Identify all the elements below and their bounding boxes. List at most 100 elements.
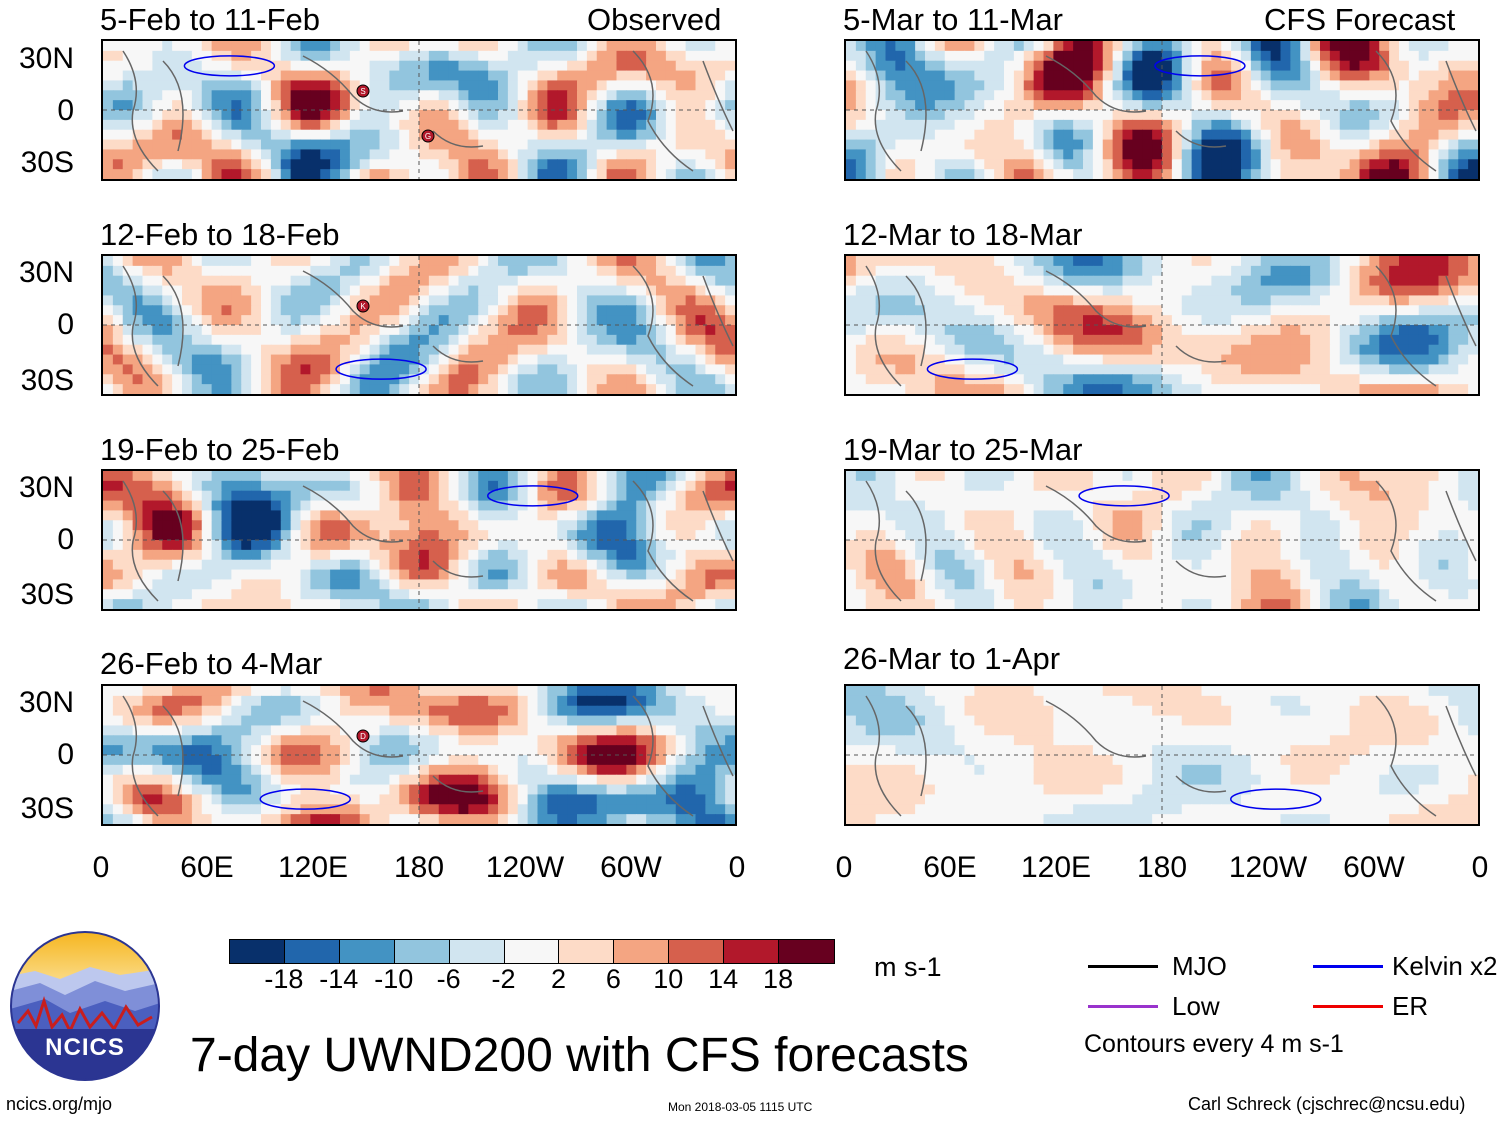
kelvin-contour (335, 358, 427, 380)
heatmap-cell (994, 500, 1005, 512)
heatmap-cell (1359, 256, 1370, 267)
heatmap-cell (1112, 50, 1124, 62)
heatmap-cell (994, 305, 1005, 316)
heatmap-cell (1004, 50, 1015, 62)
heatmap-cell (1112, 285, 1124, 297)
heatmap-cell (428, 344, 440, 356)
heatmap-cell (616, 334, 627, 346)
heatmap-cell (152, 70, 163, 82)
heatmap-cell (1428, 80, 1440, 91)
heatmap-cell (369, 295, 381, 306)
heatmap-cell (1399, 305, 1410, 316)
heatmap-cell (925, 295, 936, 306)
heatmap-cell (399, 559, 410, 571)
heatmap-cell (1171, 139, 1183, 151)
heatmap-cell (280, 139, 292, 151)
heatmap-cell (221, 490, 232, 502)
heatmap-cell (1171, 530, 1183, 541)
kelvin-contour (487, 485, 579, 507)
heatmap-cell (1300, 295, 1311, 306)
heatmap-cell (646, 149, 657, 160)
heatmap-cell (280, 305, 292, 316)
heatmap-cell (1290, 520, 1301, 531)
heatmap-cell (675, 364, 687, 375)
heatmap-cell (1033, 374, 1045, 385)
heatmap-cell (1092, 364, 1104, 375)
heatmap-cell (478, 530, 489, 541)
heatmap-cell (251, 344, 262, 356)
heatmap-cell (1201, 480, 1212, 492)
heatmap-cell (1270, 325, 1282, 336)
heatmap-cell (162, 520, 173, 531)
heatmap-cell (162, 364, 173, 375)
heatmap-cell (925, 119, 936, 131)
heatmap-cell (895, 344, 906, 356)
heatmap-cell (517, 364, 529, 375)
heatmap-cell (310, 315, 321, 326)
heatmap-cell (596, 256, 608, 267)
heatmap-cell (567, 471, 578, 482)
heatmap-cell (1122, 119, 1133, 131)
heatmap-cell (1063, 70, 1074, 82)
heatmap-cell (1033, 315, 1045, 326)
heatmap-cell (646, 159, 657, 170)
heatmap-cell (221, 559, 232, 571)
heatmap-cell (122, 265, 134, 277)
heatmap-cell (300, 364, 311, 375)
heatmap-cell (1013, 344, 1025, 356)
heatmap-cell (1428, 520, 1440, 531)
heatmap-cell (1399, 70, 1410, 82)
heatmap-cell (103, 50, 114, 62)
heatmap-cell (1122, 70, 1133, 82)
heatmap-cell (646, 275, 657, 287)
heatmap-cell (875, 305, 887, 316)
heatmap-cell (695, 305, 706, 316)
heatmap-cell (369, 159, 381, 170)
heatmap-cell (1458, 384, 1469, 394)
heatmap-cell (517, 589, 529, 600)
heatmap-cell (379, 41, 390, 52)
heatmap-cell (280, 354, 292, 366)
heatmap-cell (1339, 275, 1351, 287)
heatmap-cell (468, 480, 479, 492)
heatmap-cell (241, 265, 252, 277)
heatmap-cell (280, 256, 292, 267)
heatmap-cell (1201, 100, 1212, 111)
heatmap-cell (1073, 344, 1084, 356)
heatmap-cell (1083, 325, 1094, 336)
heatmap-cell (557, 344, 568, 356)
heatmap-cell (1053, 80, 1064, 91)
heatmap-cell (636, 510, 647, 521)
heatmap-cell (1092, 384, 1104, 394)
heatmap-cell (478, 480, 489, 492)
heatmap-cell (567, 559, 578, 571)
heatmap-cell (1349, 315, 1361, 326)
heatmap-cell (300, 60, 311, 72)
heatmap-cell (1260, 305, 1272, 316)
heatmap-cell (280, 159, 292, 170)
heatmap-cell (330, 159, 341, 170)
heatmap-cell (984, 80, 995, 91)
heatmap-cell (675, 295, 687, 306)
heatmap-cell (507, 41, 519, 52)
heatmap-cell (201, 549, 213, 561)
heatmap-cell (1300, 384, 1311, 394)
heatmap-cell (1171, 110, 1183, 121)
heatmap-cell (261, 354, 272, 366)
heatmap-cell (359, 364, 371, 375)
heatmap-cell (1073, 374, 1084, 385)
heatmap-cell (1339, 471, 1351, 482)
heatmap-cell (1211, 305, 1222, 316)
heatmap-cell (1053, 50, 1064, 62)
heatmap-cell (498, 60, 509, 72)
heatmap-cell (379, 265, 390, 277)
heatmap-cell (895, 285, 906, 297)
heatmap-cell (1013, 80, 1025, 91)
heatmap-cell (715, 139, 726, 151)
heatmap-cell (895, 169, 906, 179)
heatmap-cell (320, 579, 331, 590)
heatmap-cell (1162, 325, 1173, 336)
heatmap-cell (1389, 500, 1400, 512)
heatmap-cell (488, 325, 499, 336)
heatmap-cell (1320, 530, 1331, 541)
